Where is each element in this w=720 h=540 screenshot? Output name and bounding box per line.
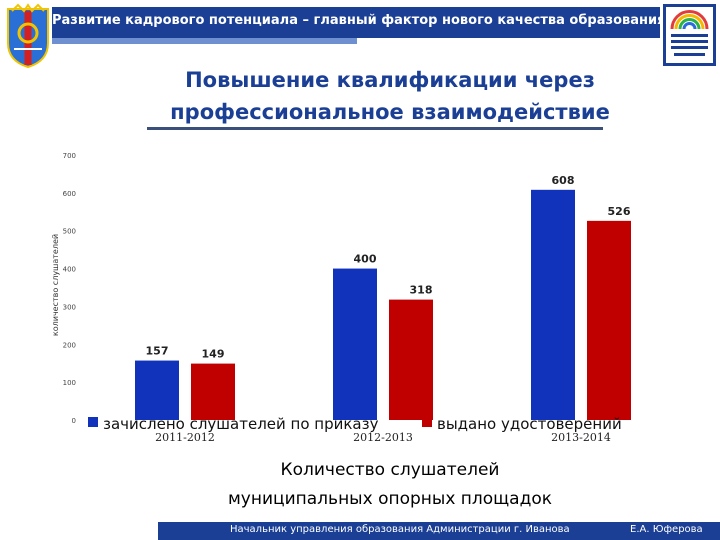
x-tick-label: 2013-2014: [551, 431, 611, 444]
slide-title-line1: Повышение квалификации через: [185, 68, 595, 92]
y-tick-label: 200: [63, 341, 76, 349]
bar: [135, 360, 179, 420]
bar-chart: 0 100 200 300 400 500 600 700 количество слушате…: [51, 152, 631, 444]
slide-title: Повышение квалификации через профессиона…: [90, 64, 690, 128]
x-tick-label: 2011-2012: [155, 431, 215, 444]
chart-caption: Количество слушателей муниципальных опор…: [150, 456, 630, 514]
footer-bar: [158, 522, 720, 540]
bar: [531, 189, 575, 420]
legend-label: выдано удостоверений: [437, 415, 622, 433]
y-tick-label: 300: [63, 303, 76, 311]
data-label: 318: [410, 284, 433, 297]
legend-swatch: [88, 417, 98, 427]
bar: [587, 220, 631, 420]
data-label: 149: [202, 348, 225, 361]
data-label: 157: [146, 345, 169, 358]
y-tick-label: 500: [63, 228, 76, 236]
data-label: 608: [552, 174, 575, 187]
coat-of-arms-icon: [7, 3, 49, 69]
header-accent-stripe: [52, 38, 357, 44]
header-title: Развитие кадрового потенциала – главный …: [52, 13, 666, 28]
y-tick-label: 100: [63, 379, 76, 387]
bar: [389, 299, 433, 420]
y-tick-label: 0: [72, 417, 76, 425]
footer-author-position: Начальник управления образования Админис…: [230, 524, 570, 535]
data-label: 400: [354, 253, 377, 266]
footer-author-name: Е.А. Юферова: [630, 524, 703, 535]
title-underline: [147, 127, 603, 130]
y-tick-label: 600: [63, 190, 76, 198]
bar: [191, 363, 235, 420]
bar: [333, 268, 377, 420]
department-logo-icon: [663, 4, 716, 66]
caption-line2: муниципальных опорных площадок: [227, 489, 553, 509]
y-tick-label: 700: [63, 152, 76, 160]
y-axis-label: количество слушателей: [51, 234, 60, 336]
header-bar: [52, 7, 660, 38]
caption-line1: Количество слушателей: [280, 460, 500, 480]
legend-swatch: [422, 417, 432, 427]
slide-title-line2: профессиональное взаимодействие: [170, 100, 610, 124]
y-tick-label: 400: [63, 266, 76, 274]
legend-label: зачислено слушателей по приказу: [103, 415, 379, 433]
data-label: 526: [608, 205, 631, 218]
x-tick-label: 2012-2013: [353, 431, 413, 444]
